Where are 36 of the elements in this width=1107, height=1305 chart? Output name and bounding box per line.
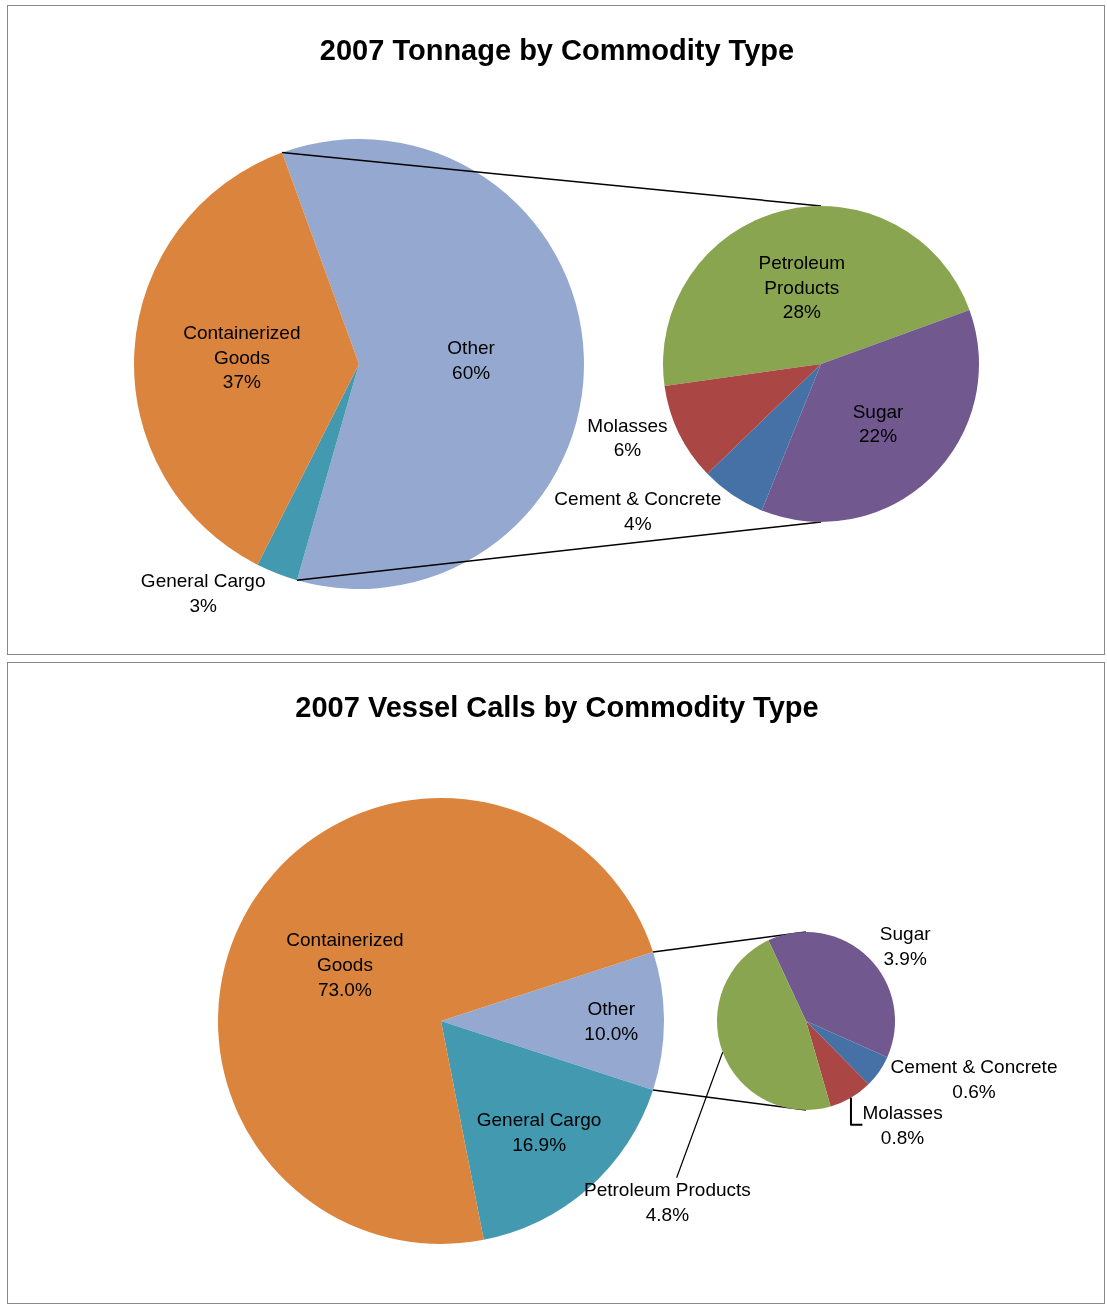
slice-label: Molasses: [587, 414, 668, 436]
slice-label: Cement & Concrete: [890, 1056, 1058, 1078]
pie-slice: [806, 1021, 888, 1085]
slice-label: Petroleum Products: [758, 251, 846, 298]
data-label: 4%: [624, 512, 652, 534]
slice-label: Molasses: [862, 1101, 943, 1123]
chart-title: 2007 Vessel Calls by Commodity Type: [295, 691, 819, 724]
data-label: 3%: [189, 595, 217, 617]
slice-label: General Cargo: [140, 570, 266, 592]
slice-label: Petroleum Products: [584, 1179, 751, 1200]
slice-label: Containerized Goods: [183, 321, 301, 368]
data-label: 73.0%: [317, 978, 372, 1000]
pie-slice: [663, 206, 970, 386]
slice-label: Sugar: [879, 923, 932, 945]
chart-title: 2007 Tonnage by Commodity Type: [319, 34, 795, 67]
slice-label: Other: [587, 998, 636, 1020]
slice-label: Other: [447, 337, 496, 359]
data-label: 37%: [222, 371, 261, 393]
data-label: 0.6%: [952, 1080, 996, 1102]
slice-label: Containerized Goods: [286, 929, 404, 975]
data-label: 60%: [452, 361, 491, 383]
data-label: 4.8%: [645, 1203, 690, 1225]
data-label: 28%: [782, 301, 821, 323]
pie-slice: [134, 152, 359, 565]
data-label: 16.9%: [512, 1133, 567, 1155]
slice-label: Sugar: [852, 400, 905, 422]
pie-slice: [806, 1021, 869, 1107]
data-label: 6%: [613, 439, 642, 461]
data-label: 10.0%: [584, 1022, 639, 1044]
data-label: 22%: [859, 425, 898, 447]
pie-slice: [717, 940, 831, 1110]
slice-label: Cement & Concrete: [554, 487, 722, 509]
data-label: 3.9%: [883, 947, 927, 969]
pie-slice: [441, 952, 664, 1091]
data-label: 0.8%: [880, 1126, 925, 1148]
slice-label: General Cargo: [476, 1108, 602, 1130]
